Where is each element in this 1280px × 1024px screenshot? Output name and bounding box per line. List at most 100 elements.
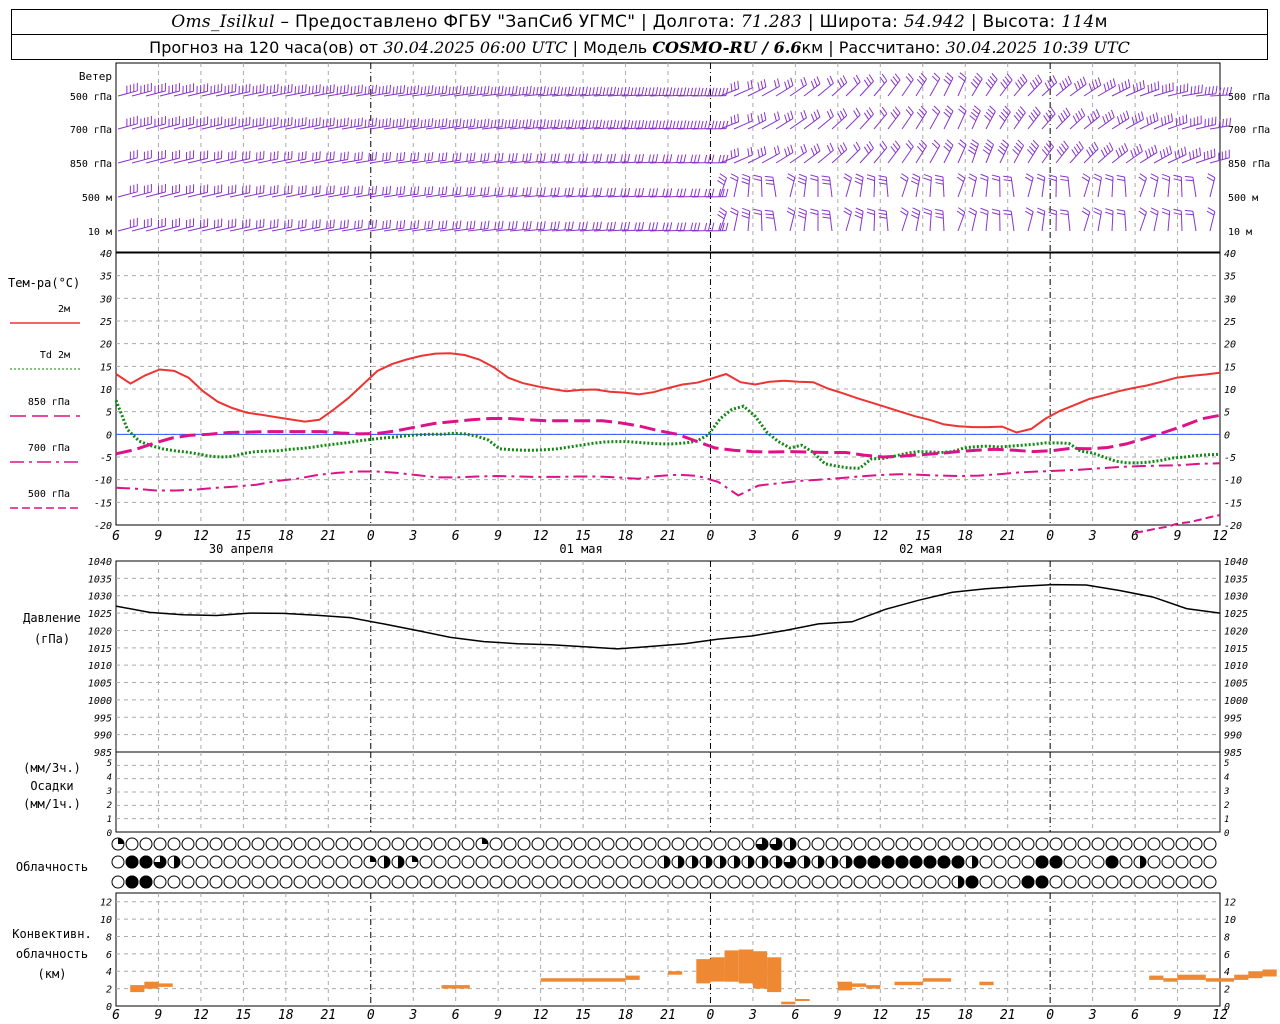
cloud-cover-circle — [811, 837, 825, 851]
wind-barb-flag — [452, 119, 455, 128]
cloud-cover-circle — [895, 875, 909, 889]
wind-barb-flag — [693, 188, 697, 197]
pressure-y-tick: 1000 — [88, 696, 112, 707]
wind-barb-flag — [1116, 209, 1125, 212]
wind-barb-flag — [980, 177, 988, 182]
hour-tick-label: 6 — [452, 1008, 460, 1023]
wind-barb-flag — [1136, 82, 1139, 92]
wind-barb-flag — [539, 153, 543, 162]
wind-barb-flag — [803, 76, 807, 85]
wind-barb-flag — [679, 87, 683, 96]
cloud-cover-circle — [251, 855, 265, 869]
cloud-cover-circle — [181, 855, 195, 869]
cloud-cover-circle — [265, 855, 279, 869]
wind-barb-flag — [1116, 178, 1125, 182]
wind-barb-flag — [1160, 117, 1163, 126]
wind-barb-flag — [329, 186, 332, 195]
wind-barb-flag — [1174, 151, 1177, 160]
wind-barb-flag — [669, 154, 673, 163]
conv-y-tick: 4 — [106, 967, 112, 978]
wind-barb-flag — [741, 177, 750, 182]
wind-barb-flag — [829, 75, 834, 84]
wind-barb-flag — [958, 75, 965, 82]
wind-barb-flag — [790, 77, 794, 86]
hour-tick-label: 0 — [1046, 529, 1054, 544]
cloud-cover-fill — [720, 856, 726, 868]
wind-barb-flag — [497, 119, 500, 128]
wind-barb-flag — [822, 213, 831, 216]
wind-barb-flag — [564, 221, 567, 231]
cloud-cover-fill — [1035, 875, 1049, 889]
wind-barb-flag — [753, 174, 762, 178]
wind-barb-flag — [417, 186, 420, 195]
cloud-cover-circle — [587, 855, 601, 869]
wind-barb-flag — [469, 118, 472, 128]
conv-title-3: (км) — [38, 967, 67, 981]
temp-y-tick: -20 — [94, 521, 112, 532]
temp-y-tick: 40 — [100, 249, 112, 260]
temp-y-tick: 0 — [106, 430, 112, 441]
wind-barb-flag — [550, 86, 553, 95]
wind-barb-flag — [971, 139, 979, 145]
pressure-y-tick-right: 985 — [1224, 748, 1242, 759]
wind-barb-flag — [777, 111, 780, 120]
wind-barb-flag — [931, 108, 939, 116]
wind-barb-flag — [567, 119, 571, 128]
temp-y-tick-right: 0 — [1224, 430, 1230, 441]
cloud-cover-circle — [895, 837, 909, 851]
wind-barb-flag — [616, 87, 620, 96]
wind-barb-flag — [765, 179, 774, 182]
cloud-cover-circle — [1091, 837, 1105, 851]
wind-barb-flag — [375, 219, 378, 228]
wind-barb-flag — [452, 187, 455, 196]
wind-barb-flag — [911, 210, 920, 216]
wind-barb-flag — [511, 221, 515, 230]
wind-barb-flag — [375, 151, 378, 160]
wind-barb-flag — [719, 207, 727, 213]
wind-barb-flag — [536, 153, 539, 162]
cloud-cover-circle — [1077, 837, 1091, 851]
wind-barb-flag — [455, 152, 458, 161]
wind-level-label-right: 500 м — [1228, 193, 1258, 204]
convective-cloud-bar — [767, 957, 782, 993]
wind-barb-flag — [623, 87, 627, 96]
wind-barb-flag — [750, 146, 753, 155]
wind-barb-flag — [287, 84, 290, 93]
wind-barb-flag — [916, 145, 924, 153]
wind-barb-flag — [571, 187, 574, 196]
wind-barb-flag — [969, 207, 977, 212]
wind-barb-shaft — [887, 79, 901, 97]
wind-barb-flag — [1057, 115, 1063, 123]
conv-y-tick: 12 — [100, 898, 112, 909]
wind-barb-flag — [725, 154, 729, 163]
wind-barb-flag — [536, 86, 539, 95]
wind-barb-flag — [718, 222, 722, 231]
wind-barb-flag — [747, 81, 750, 90]
wind-barb-flag — [630, 120, 634, 129]
wind-barb-flag — [550, 187, 553, 196]
wind-barb-flag — [1029, 82, 1035, 90]
wind-barb-shaft — [803, 150, 821, 164]
cloud-cover-fill — [972, 856, 978, 868]
precip-y-tick: 5 — [107, 759, 112, 769]
wind-barb-flag — [676, 188, 680, 197]
wind-barb-flag — [634, 87, 637, 96]
wind-barb-shaft — [1069, 83, 1087, 97]
wind-barb-flag — [697, 222, 701, 231]
wind-barb-flag — [469, 186, 472, 196]
wind-barb-flag — [287, 185, 290, 194]
wind-barb-flag — [343, 220, 346, 229]
wind-barb-flag — [730, 176, 738, 182]
cloud-cover-circle — [391, 875, 405, 889]
wind-barb-flag — [1218, 119, 1221, 128]
cloud-cover-circle — [433, 855, 447, 869]
wind-barb-flag — [441, 186, 444, 195]
model-name: COSMO-RU / 6.6 — [652, 38, 802, 57]
wind-barb-flag — [1185, 213, 1194, 216]
wind-barb-flag — [536, 119, 539, 128]
wind-barb-flag — [340, 220, 342, 229]
wind-barb-flag — [595, 86, 599, 95]
wind-barb-shaft — [929, 78, 941, 97]
wind-barb-flag — [564, 187, 567, 197]
hour-tick-label: 6 — [1131, 1008, 1139, 1023]
